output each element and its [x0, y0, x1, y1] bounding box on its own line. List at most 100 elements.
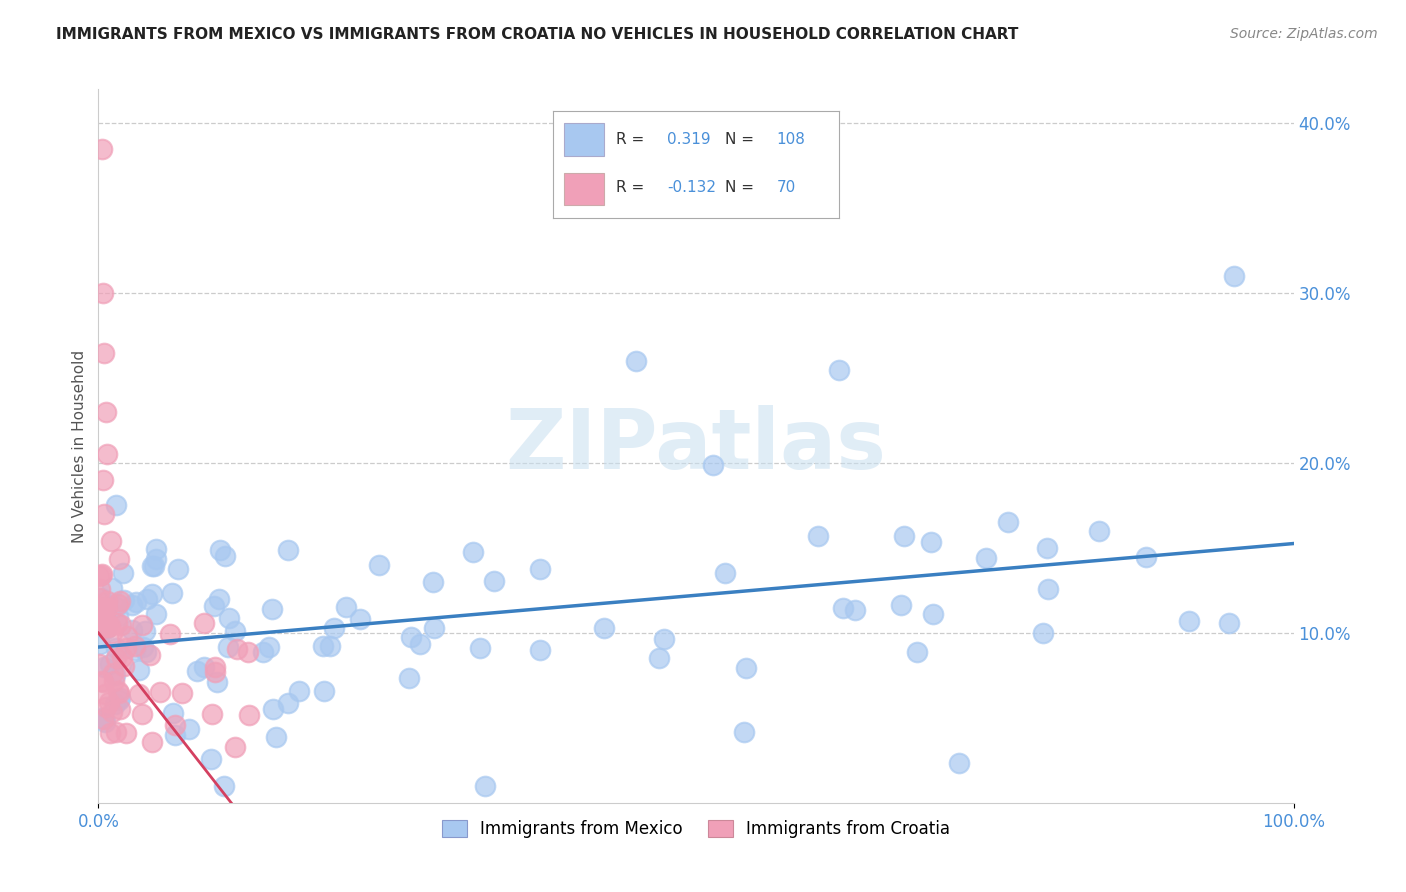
Point	[93, 674, 115, 689]
Point	[217, 640, 239, 655]
Point	[90, 711, 112, 725]
Point	[593, 621, 616, 635]
Point	[204, 665, 226, 679]
Point	[141, 587, 163, 601]
Point	[93, 620, 115, 634]
Point	[160, 586, 183, 600]
Point	[112, 566, 135, 580]
Point	[212, 779, 235, 793]
Point	[91, 286, 114, 301]
Point	[529, 642, 551, 657]
Point	[208, 543, 231, 558]
Point	[94, 623, 117, 637]
Point	[104, 725, 127, 739]
Point	[170, 685, 193, 699]
Point	[112, 659, 135, 673]
Point	[89, 603, 111, 617]
Point	[128, 687, 150, 701]
Point	[1135, 549, 1157, 564]
Point	[108, 594, 131, 608]
Point	[96, 601, 118, 615]
Point	[409, 638, 432, 652]
Point	[104, 697, 127, 711]
Point	[132, 640, 155, 654]
Point	[484, 574, 506, 588]
Point	[922, 607, 945, 621]
Point	[474, 779, 496, 793]
Point	[98, 695, 121, 709]
Point	[733, 724, 755, 739]
Point	[108, 701, 131, 715]
Point	[90, 601, 112, 615]
Point	[105, 599, 128, 614]
Point	[218, 611, 240, 625]
Point	[208, 592, 231, 607]
Point	[89, 602, 111, 616]
Point	[193, 660, 215, 674]
Point	[162, 706, 184, 720]
Point	[807, 529, 830, 543]
Point	[201, 706, 224, 721]
Point	[124, 642, 146, 657]
Text: Source: ZipAtlas.com: Source: ZipAtlas.com	[1230, 27, 1378, 41]
Point	[89, 618, 111, 632]
Point	[1036, 541, 1059, 555]
Point	[423, 621, 446, 635]
Point	[264, 730, 287, 744]
Point	[238, 707, 260, 722]
Point	[205, 675, 228, 690]
Point	[111, 649, 134, 664]
Point	[89, 582, 111, 597]
Point	[131, 618, 153, 632]
Point	[277, 542, 299, 557]
Point	[108, 552, 131, 566]
Point	[110, 618, 132, 632]
Point	[134, 624, 156, 639]
Point	[948, 756, 970, 770]
Point	[141, 558, 163, 573]
Point	[101, 666, 124, 681]
Point	[648, 651, 671, 665]
Point	[204, 660, 226, 674]
Point	[186, 665, 208, 679]
Point	[110, 690, 132, 705]
Point	[277, 696, 299, 710]
Point	[143, 559, 166, 574]
Point	[145, 551, 167, 566]
Point	[94, 715, 117, 730]
Point	[165, 718, 187, 732]
Point	[96, 594, 118, 608]
Point	[93, 600, 115, 615]
Point	[94, 405, 117, 419]
Point	[149, 684, 172, 698]
Point	[104, 668, 127, 682]
Point	[319, 639, 342, 653]
Point	[1223, 269, 1246, 284]
Point	[890, 598, 912, 612]
Point	[91, 567, 114, 582]
Point	[312, 639, 335, 653]
Point	[468, 640, 491, 655]
Point	[89, 657, 111, 672]
Point	[89, 637, 111, 651]
Point	[135, 645, 157, 659]
Point	[1032, 625, 1054, 640]
Point	[94, 687, 117, 701]
Point	[236, 644, 259, 658]
Point	[115, 726, 138, 740]
Point	[1218, 615, 1240, 630]
Point	[94, 699, 117, 714]
Point	[121, 623, 143, 637]
Point	[398, 672, 420, 686]
Point	[124, 640, 146, 654]
Point	[94, 621, 117, 635]
Point	[529, 562, 551, 576]
Point	[100, 726, 122, 740]
Point	[107, 684, 129, 698]
Point	[224, 624, 246, 638]
Point	[997, 515, 1019, 529]
Point	[100, 533, 122, 548]
Point	[107, 597, 129, 611]
Point	[112, 593, 135, 607]
Point	[96, 448, 118, 462]
